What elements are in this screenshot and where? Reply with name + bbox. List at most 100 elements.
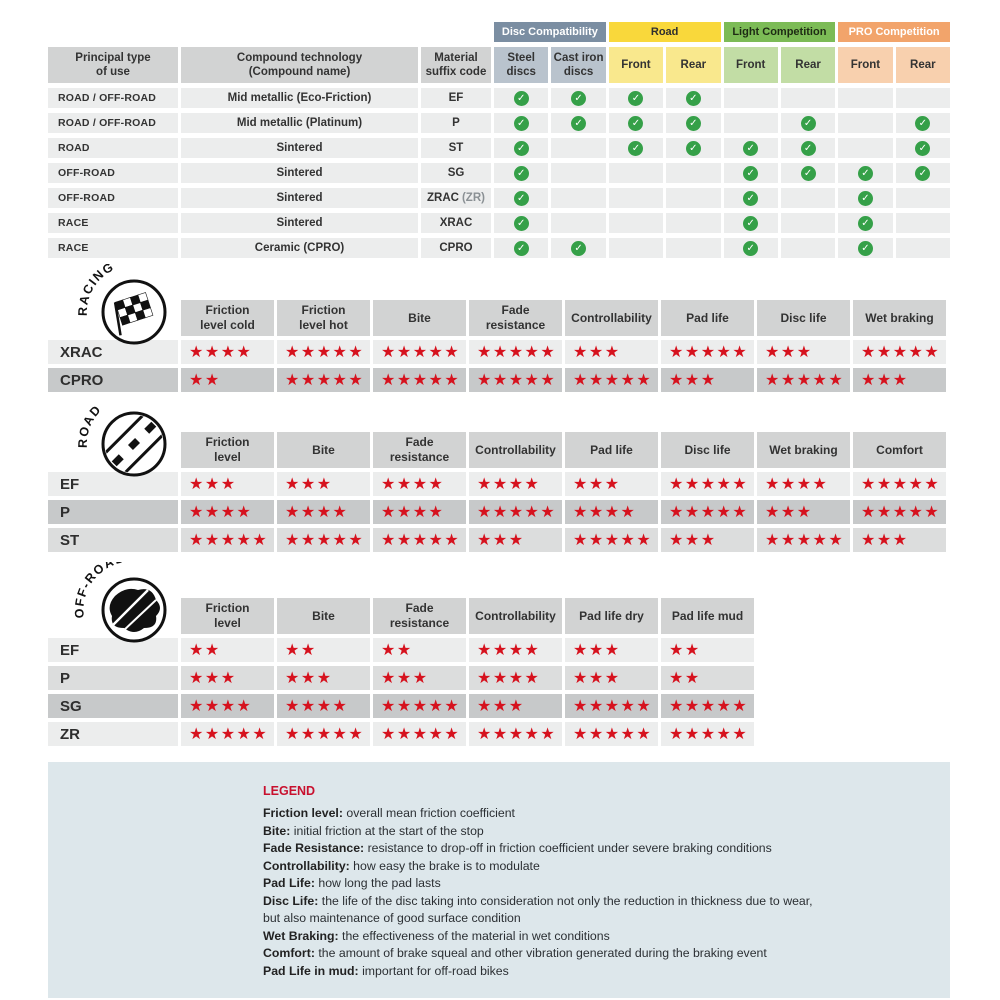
check-icon: ✓ <box>915 115 931 131</box>
compat-cell: ✓ <box>838 213 893 233</box>
principal-use-cell: RACE <box>48 238 178 258</box>
star-rating: ★★★ <box>757 340 850 364</box>
svg-text:ROAD: ROAD <box>76 402 105 448</box>
compat-cell: ✓ <box>723 163 778 183</box>
check-icon: ✓ <box>571 240 587 256</box>
compat-cell <box>608 188 664 208</box>
star-rating: ★★★★ <box>181 340 274 364</box>
star-rating: ★★★★★ <box>661 472 754 496</box>
suffix-cell: EF <box>421 88 491 108</box>
star-rating: ★★★★★ <box>373 368 466 392</box>
star-rating: ★★★ <box>373 666 466 690</box>
row-label: P <box>48 500 178 524</box>
suffix-cell: SG <box>421 163 491 183</box>
compat-cell: ✓ <box>666 138 721 158</box>
compat-cell <box>780 238 836 258</box>
suffix-cell: CPRO <box>421 238 491 258</box>
compat-cell: ✓ <box>494 188 549 208</box>
column-header: Friction level hot <box>277 300 370 336</box>
compat-cell: ✓ <box>666 88 721 108</box>
star-rating: ★★★★ <box>277 500 370 524</box>
check-icon: ✓ <box>743 215 759 231</box>
legend-title: LEGEND <box>263 784 316 798</box>
compound-cell: Mid metallic (Eco-Friction) <box>181 88 418 108</box>
star-rating: ★★★ <box>565 666 658 690</box>
legend-item: but also maintenance of good surface con… <box>263 911 521 925</box>
legend-term: Disc Life: <box>263 893 319 908</box>
star-rating: ★★★★ <box>469 472 562 496</box>
check-icon: ✓ <box>743 140 759 156</box>
star-rating: ★★★★★ <box>469 368 562 392</box>
star-rating: ★★★★★ <box>469 340 562 364</box>
column-header: Wet braking <box>757 432 850 468</box>
check-icon: ✓ <box>628 140 644 156</box>
column-header: Disc life <box>757 300 850 336</box>
check-icon: ✓ <box>571 90 587 106</box>
road-icon: ROAD <box>76 402 174 482</box>
compat-cell <box>838 113 893 133</box>
compat-cell: ✓ <box>838 188 893 208</box>
star-rating: ★★★★★ <box>277 368 370 392</box>
legend-term: Controllability: <box>263 858 350 873</box>
star-rating: ★★★ <box>565 340 658 364</box>
compat-cell: ✓ <box>494 113 549 133</box>
compat-cell <box>551 188 606 208</box>
star-rating: ★★★ <box>469 528 562 552</box>
compat-cell: ✓ <box>780 113 836 133</box>
star-rating: ★★ <box>181 368 274 392</box>
compat-cell: ✓ <box>895 163 950 183</box>
star-rating: ★★★★★ <box>277 722 370 746</box>
star-rating: ★★★ <box>661 528 754 552</box>
star-rating: ★★ <box>277 638 370 662</box>
group-header-pro: PRO Competition <box>838 22 950 42</box>
column-header: Pad life mud <box>661 598 754 634</box>
compat-cell <box>780 213 836 233</box>
compat-cell: ✓ <box>723 238 778 258</box>
star-rating: ★★★★★ <box>373 694 466 718</box>
compat-cell <box>780 88 836 108</box>
column-header: Pad life <box>661 300 754 336</box>
column-header: Pad life <box>565 432 658 468</box>
column-subheader: Front <box>723 47 778 83</box>
column-subheader: Steel discs <box>494 47 549 83</box>
column-header: Fade resistance <box>469 300 562 336</box>
check-icon: ✓ <box>513 140 529 156</box>
star-rating: ★★★ <box>277 472 370 496</box>
check-icon: ✓ <box>513 90 529 106</box>
column-header: Wet braking <box>853 300 946 336</box>
road-badge-label: ROAD <box>76 402 103 448</box>
compat-cell: ✓ <box>723 138 778 158</box>
principal-use-cell: OFF-ROAD <box>48 163 178 183</box>
star-rating: ★★★ <box>853 528 946 552</box>
check-icon: ✓ <box>743 165 759 181</box>
column-header: Principal type of use <box>48 47 178 83</box>
compat-cell: ✓ <box>723 213 778 233</box>
star-rating: ★★ <box>661 638 754 662</box>
legend-term: Wet Braking: <box>263 928 339 943</box>
compound-cell: Sintered <box>181 163 418 183</box>
star-rating: ★★★★★ <box>661 694 754 718</box>
star-rating: ★★★ <box>565 638 658 662</box>
star-rating: ★★★★★ <box>277 528 370 552</box>
check-icon: ✓ <box>857 165 873 181</box>
compound-cell: Sintered <box>181 213 418 233</box>
section-road: ROAD Friction level Bite Fade resistance Co… <box>48 402 950 552</box>
column-header: Compound technology (Compound name) <box>181 47 418 83</box>
compat-table: Disc Compatibility Road Light Competition P… <box>48 22 950 258</box>
row-label: EF <box>48 472 178 496</box>
compat-cell: ✓ <box>838 163 893 183</box>
check-icon: ✓ <box>685 115 701 131</box>
check-icon: ✓ <box>628 90 644 106</box>
star-rating: ★★★ <box>181 666 274 690</box>
check-icon: ✓ <box>857 240 873 256</box>
star-rating: ★★★★ <box>373 472 466 496</box>
compat-cell: ✓ <box>551 238 606 258</box>
offroad-mud-icon: OFF-ROAD <box>72 562 167 643</box>
suffix-note: (ZR) <box>461 192 485 204</box>
check-icon: ✓ <box>685 90 701 106</box>
suffix-cell: ST <box>421 138 491 158</box>
legend-item: Pad Life in mud: important for off-road … <box>263 963 509 978</box>
column-subheader: Rear <box>780 47 836 83</box>
star-rating: ★★★★★ <box>565 694 658 718</box>
compound-cell: Sintered <box>181 138 418 158</box>
